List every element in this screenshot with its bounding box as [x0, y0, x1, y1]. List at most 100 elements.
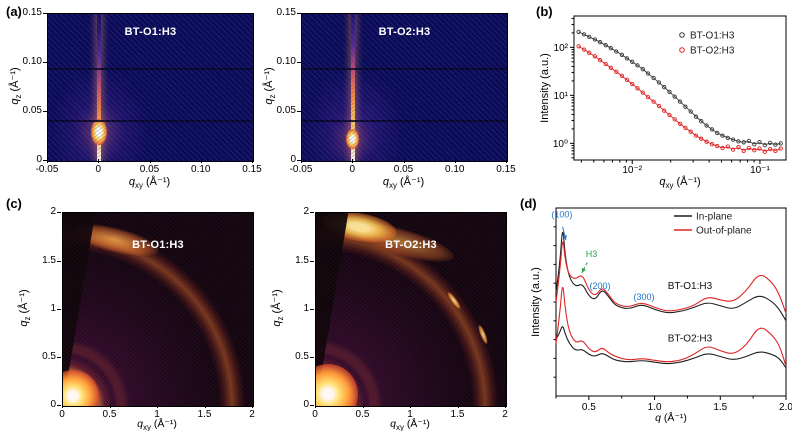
series-line-BT-O2:H3 [578, 45, 781, 152]
tick-label: 1 [26, 302, 61, 315]
detector-gap-line [302, 67, 507, 70]
tick-label: 0.15 [486, 159, 526, 176]
saxs-profile-chart: 10⁻² 10⁻¹ 10⁰ 10¹ 10² BT-O1:H3 BT-O2:H3 [553, 15, 787, 176]
detector-gap-line [48, 67, 253, 70]
tick-label: 0.05 [12, 104, 47, 117]
tick-label: 2 [232, 404, 272, 421]
tick-label: 0 [12, 153, 47, 166]
legend-marker [679, 32, 685, 38]
tick-label: 1 [137, 404, 177, 421]
tick-label: 0.15 [266, 6, 301, 19]
tick-label: 1.5 [279, 254, 314, 267]
axis-ticks [553, 226, 787, 400]
series-line-BT-O1:H3 in-plane [555, 231, 787, 322]
b-x-axis-label: qxy (Å⁻¹) [659, 176, 701, 191]
specular-streak [97, 14, 102, 161]
tick-label: 0.10 [181, 159, 221, 176]
legend-marker [679, 47, 685, 53]
panel-d-tag: (d) [520, 196, 537, 211]
tick-label: 0 [295, 404, 335, 421]
series-points-BT-O2:H3 [576, 44, 783, 154]
linecut-profiles-chart: 0.5 1.0 1.5 2.0 BT-O1:H3 BT-O2:H3 In-plane Out-… [551, 207, 792, 413]
noise-overlay [302, 14, 507, 161]
tick-label: 1.5 [713, 402, 727, 413]
tick-label: 1.5 [438, 404, 478, 421]
tick-label: 1 [390, 404, 430, 421]
d-x-axis-label: q (Å⁻¹) [655, 412, 687, 424]
series-line-BT-O1:H3 [578, 31, 781, 145]
panel-b-tag: (b) [536, 4, 553, 19]
tick-label: 10⁻¹ [750, 165, 770, 176]
a2-plot-area: BT-O2:H3 [301, 13, 508, 162]
axis-ticks [570, 17, 761, 164]
series-group-label: BT-O2:H3 [668, 333, 713, 344]
legend-label: BT-O1:H3 [690, 31, 735, 42]
tick-label: 2.0 [779, 402, 792, 413]
tick-label: 2 [485, 404, 525, 421]
tick-label: 10² [554, 43, 569, 54]
series-group-label: BT-O1:H3 [668, 281, 713, 292]
c2-plot-area: BT-O2:H3 [315, 212, 507, 407]
tick-label: 2 [26, 205, 61, 218]
tick-label: 0.5 [90, 404, 130, 421]
tick-label: 1.5 [185, 404, 225, 421]
a1-x-axis-label: qxy (Å⁻¹) [128, 176, 171, 191]
tick-label: 10¹ [554, 91, 569, 102]
tick-label: 10⁰ [553, 139, 568, 150]
beam-spot [91, 118, 108, 145]
a2-title: BT-O2:H3 [378, 26, 431, 38]
peak-annotation: (100) [551, 209, 572, 219]
tick-label: 0.5 [26, 350, 61, 363]
tick-label: 0.15 [232, 159, 272, 176]
peak-annotation: (300) [634, 292, 655, 302]
c1-title: BT-O1:H3 [132, 239, 184, 251]
c1-x-axis-label: qxy (Å⁻¹) [137, 418, 177, 431]
legend-label: In-plane [696, 212, 733, 223]
series-line-BT-O2:H3 in-plane [555, 326, 787, 369]
tick-label: 1 [279, 302, 314, 315]
tick-label: 0.05 [266, 104, 301, 117]
tick-label: 0.15 [12, 6, 47, 19]
panel-c-tag: (c) [6, 196, 22, 211]
series-line-BT-O1:H3 out-of-plane [555, 241, 787, 314]
a1-title: BT-O1:H3 [124, 26, 177, 38]
tick-label: -0.05 [27, 159, 67, 176]
legend-label: Out-of-plane [696, 226, 752, 237]
tick-label: 0 [26, 398, 61, 411]
series-line-BT-O2:H3 out-of-plane [555, 286, 787, 367]
detector-gap-line [48, 119, 253, 122]
tick-label: 0 [279, 398, 314, 411]
a2-y-axis-label: qz (Å⁻¹) [263, 67, 278, 105]
series-points-BT-O1:H3 [576, 29, 783, 148]
tick-label: 0.5 [279, 350, 314, 363]
panel-a-tag: (a) [6, 4, 22, 19]
detector-gap-line [302, 119, 507, 122]
tick-label: 0.5 [582, 402, 596, 413]
peak-annotation: H3 [586, 249, 598, 259]
a2-x-axis-label: qxy (Å⁻¹) [382, 176, 425, 191]
c1-plot-area: BT-O1:H3 [62, 212, 254, 407]
tick-label: 0.5 [343, 404, 383, 421]
beam-spot [346, 128, 360, 149]
tick-label: 0 [266, 153, 301, 166]
tick-label: 0.05 [130, 159, 170, 176]
tick-label: 1.0 [648, 402, 662, 413]
tick-label: 0.05 [384, 159, 424, 176]
tick-label: 0.10 [12, 55, 47, 68]
plot-frame [573, 15, 787, 161]
tick-label: 0.10 [266, 55, 301, 68]
tick-label: -0.05 [281, 159, 321, 176]
legend-label: BT-O2:H3 [690, 46, 735, 57]
c2-x-axis-label: qxy (Å⁻¹) [390, 418, 430, 431]
noise-overlay [63, 213, 253, 406]
tick-label: 0 [332, 159, 372, 176]
tick-label: 0 [42, 404, 82, 421]
tick-label: 0 [78, 159, 118, 176]
tick-label: 10⁻² [622, 165, 642, 176]
peak-annotation: (200) [590, 281, 611, 291]
a1-plot-area: BT-O1:H3 [47, 13, 254, 162]
noise-overlay [316, 213, 506, 406]
tick-label: 0.10 [435, 159, 475, 176]
c2-title: BT-O2:H3 [385, 239, 437, 251]
